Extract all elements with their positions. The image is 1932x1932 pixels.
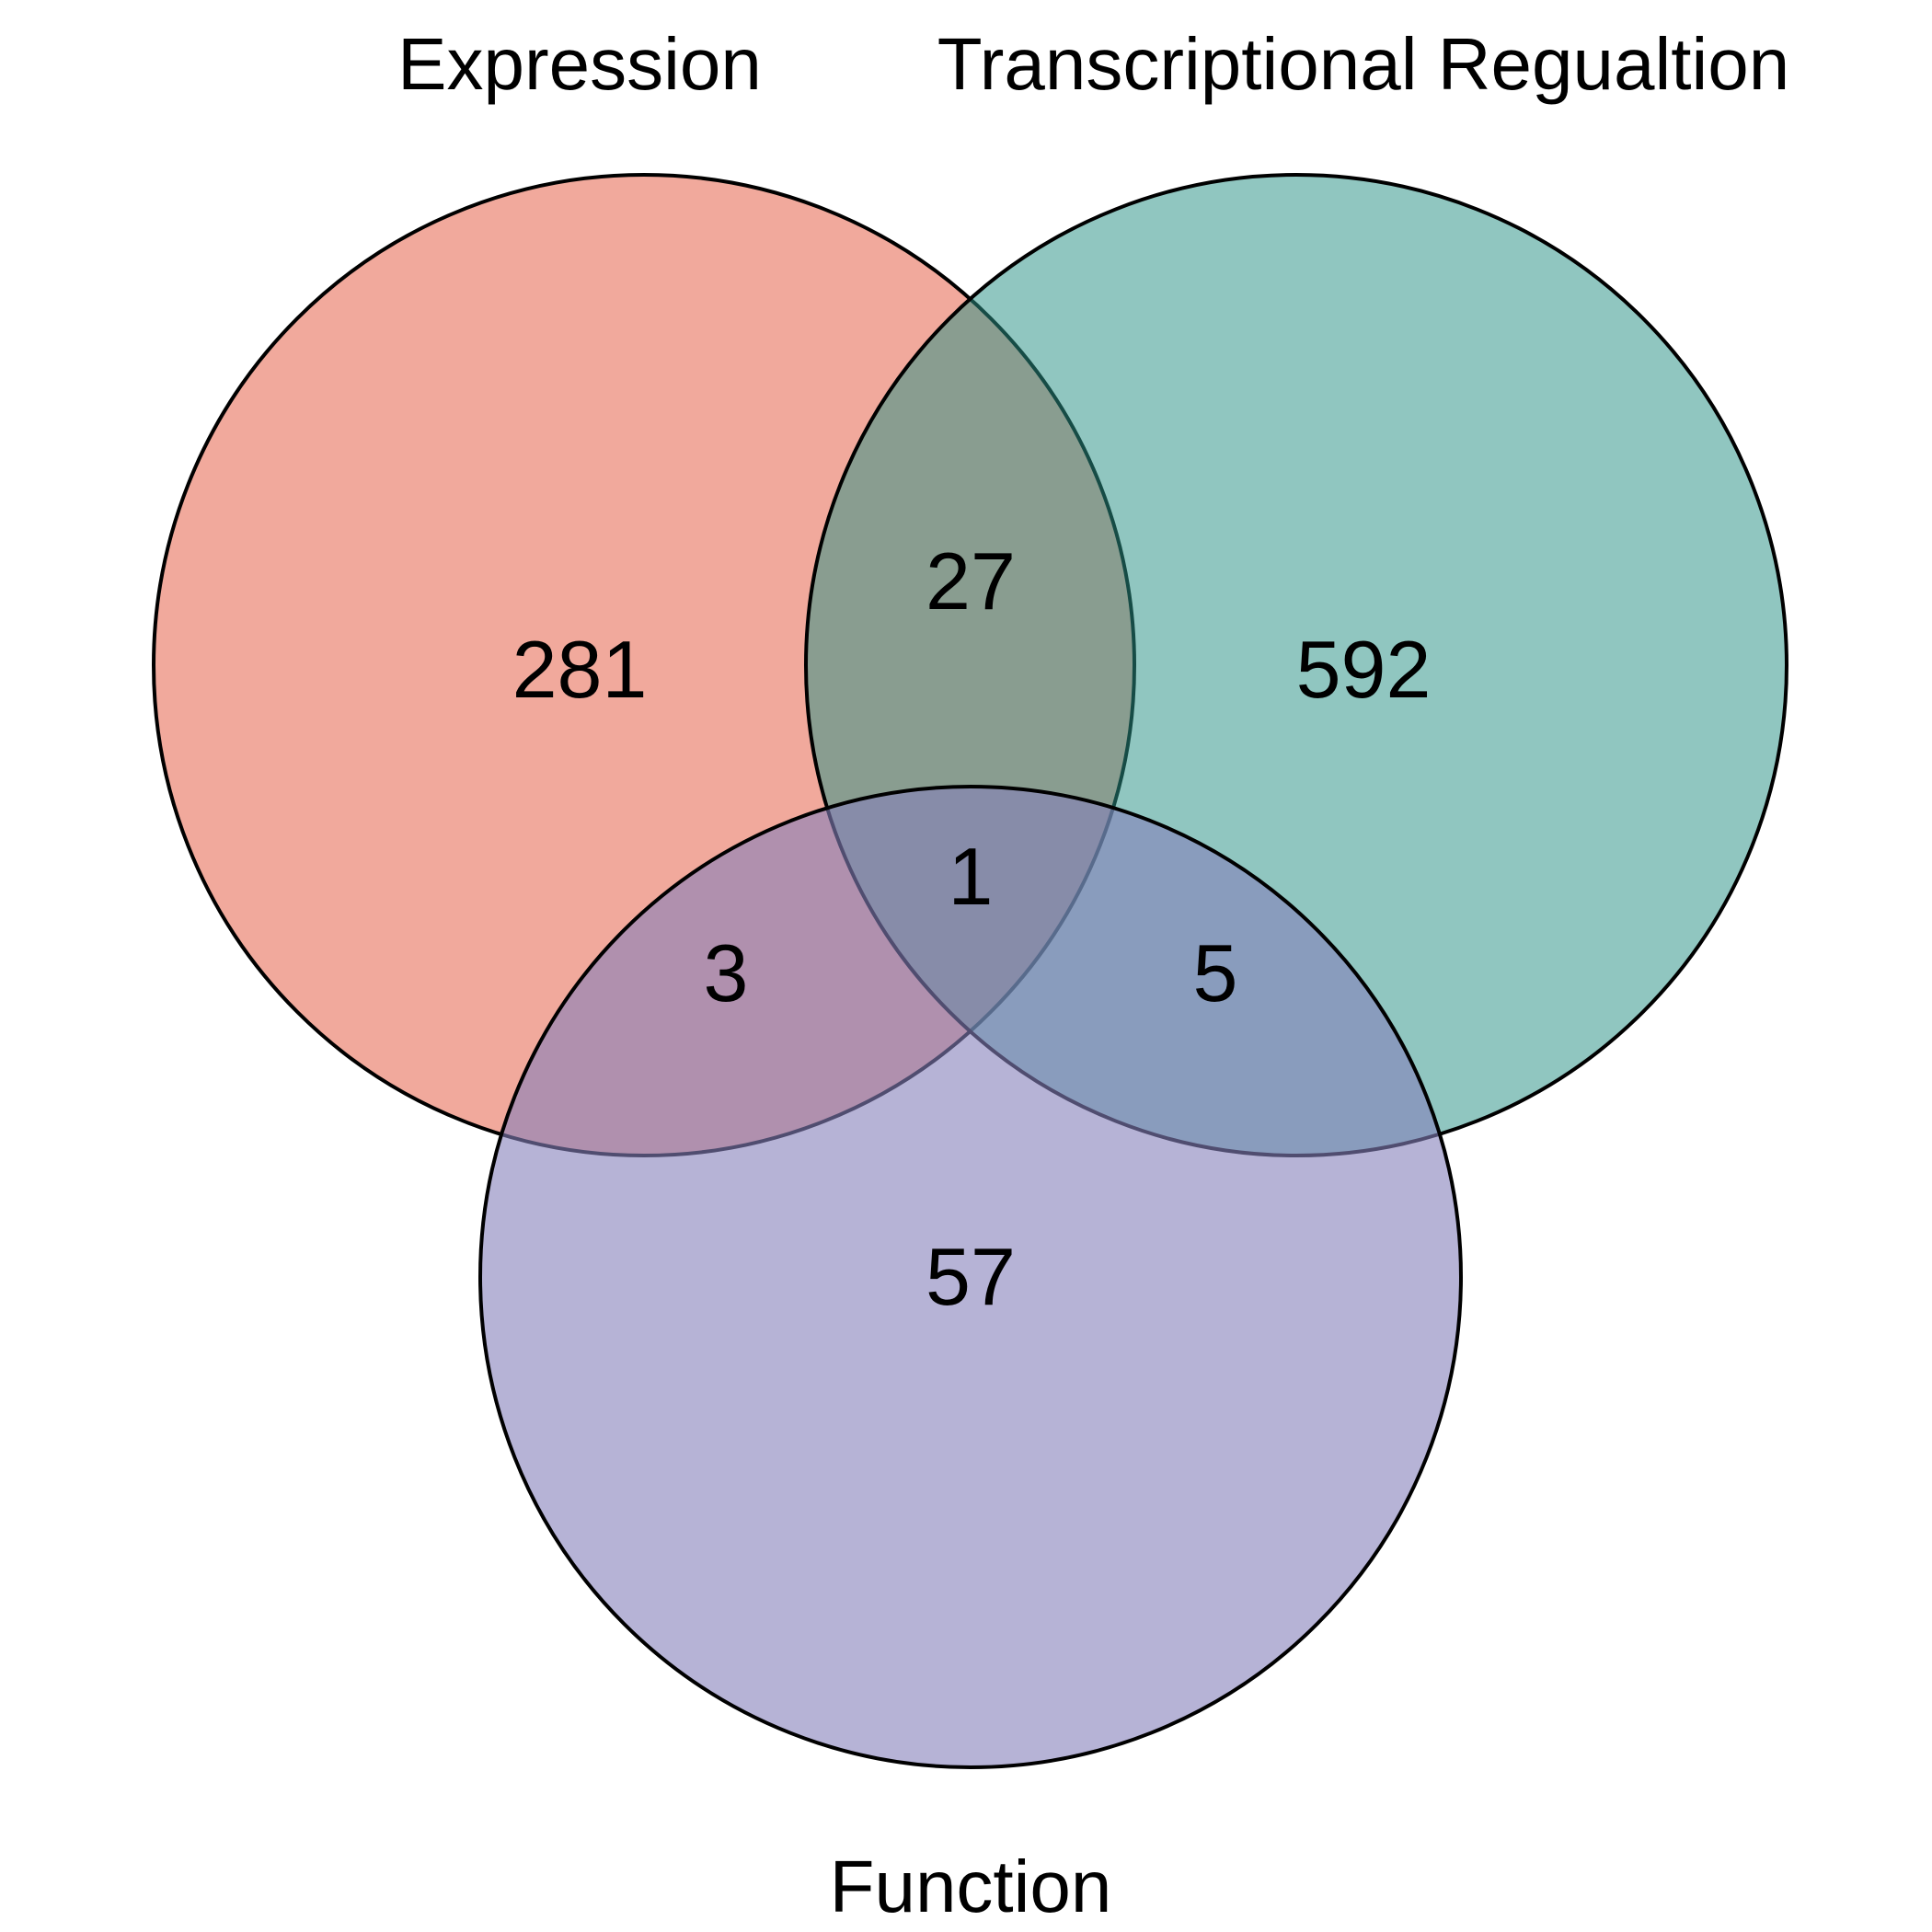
count-expression-function: 3 [704,927,749,1018]
function-circle [478,785,1463,1769]
function-label: Function [830,1846,1112,1927]
count-all-three: 1 [949,831,994,922]
transcriptional-regulation-label: Transcriptional Regualtion [937,23,1789,105]
expression-label: Expression [397,23,762,105]
count-function-only: 57 [926,1231,1016,1322]
count-transcriptional-only: 592 [1296,624,1432,715]
count-expression-only: 281 [512,624,648,715]
count-transcriptional-function: 5 [1193,927,1238,1018]
count-expression-transcriptional: 27 [926,535,1016,627]
